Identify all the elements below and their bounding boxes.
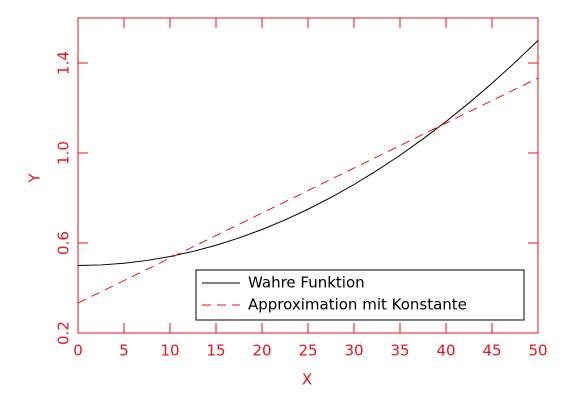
- y-tick-label: 0.2: [55, 321, 73, 345]
- x-tick-label: 20: [252, 342, 271, 360]
- series-line: [77, 77, 539, 304]
- x-tick-label: 10: [160, 342, 179, 360]
- legend-box: [195, 269, 525, 321]
- x-tick-label: 5: [119, 342, 129, 360]
- x-tick-label: 0: [73, 342, 83, 360]
- x-tick-label: 40: [436, 342, 455, 360]
- x-tick-label: 50: [528, 342, 547, 360]
- y-tick-label: 1.4: [55, 51, 73, 75]
- series-line: [77, 40, 539, 266]
- legend-label: Approximation mit Konstante: [248, 296, 467, 314]
- x-tick-label: 15: [206, 342, 225, 360]
- x-tick-label: 30: [344, 342, 363, 360]
- x-tick-label: 35: [390, 342, 409, 360]
- y-tick-label: 0.6: [55, 231, 73, 255]
- legend-label: Wahre Funktion: [248, 274, 365, 292]
- y-tick-label: 1.0: [55, 141, 73, 165]
- x-tick-label: 45: [482, 342, 501, 360]
- x-axis-label: X: [302, 371, 312, 389]
- y-axis-label: Y: [26, 173, 44, 184]
- x-tick-label: 25: [298, 342, 317, 360]
